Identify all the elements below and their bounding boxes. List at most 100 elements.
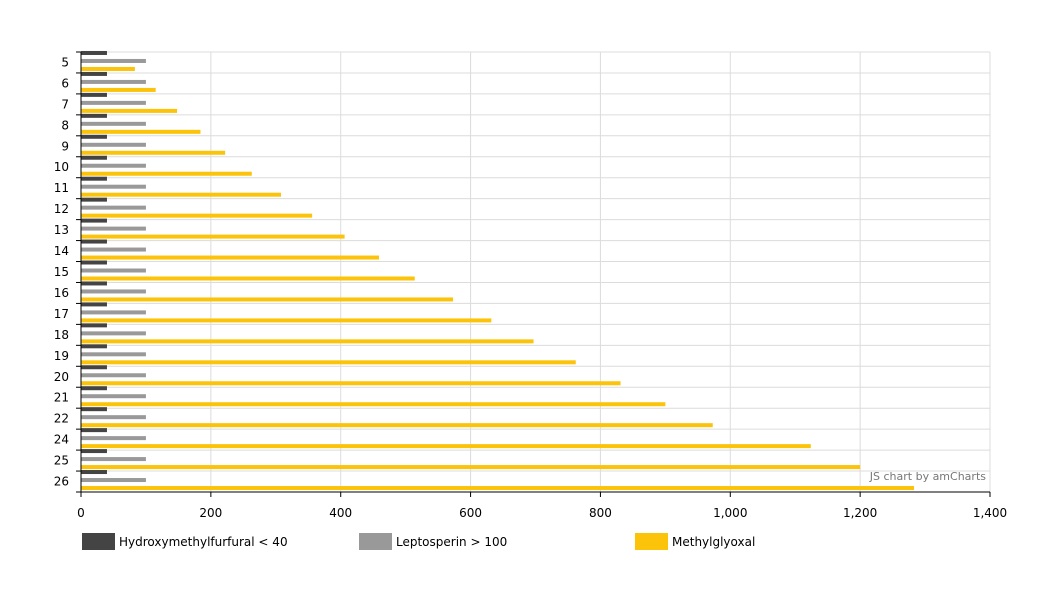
bar-methylglyoxal-14[interactable] — [81, 255, 380, 260]
bar-hmf-18[interactable] — [81, 323, 107, 328]
bar-leptosperin-16[interactable] — [81, 289, 146, 294]
y-tick-label: 13 — [54, 223, 69, 237]
bar-methylglyoxal-13[interactable] — [81, 234, 345, 239]
bar-leptosperin-25[interactable] — [81, 457, 146, 462]
legend-item-methylglyoxal[interactable]: Methylglyoxal — [635, 533, 755, 550]
legend-swatch — [359, 533, 392, 550]
y-tick-label: 5 — [61, 55, 69, 69]
bar-hmf-9[interactable] — [81, 134, 107, 139]
legend-swatch — [635, 533, 668, 550]
bar-leptosperin-20[interactable] — [81, 373, 146, 378]
y-tick-label: 21 — [54, 391, 69, 405]
bar-methylglyoxal-12[interactable] — [81, 213, 313, 218]
y-tick-label: 25 — [54, 454, 69, 468]
y-tick-label: 10 — [54, 160, 69, 174]
y-tick-label: 8 — [61, 118, 69, 132]
bar-leptosperin-10[interactable] — [81, 163, 146, 168]
bar-leptosperin-18[interactable] — [81, 331, 146, 336]
grid-lines — [80, 51, 991, 493]
bar-hmf-14[interactable] — [81, 239, 107, 244]
bar-leptosperin-5[interactable] — [81, 58, 146, 63]
bar-hmf-15[interactable] — [81, 260, 107, 265]
bar-hmf-10[interactable] — [81, 155, 107, 160]
bar-methylglyoxal-9[interactable] — [81, 150, 226, 155]
bar-methylglyoxal-15[interactable] — [81, 276, 415, 281]
bar-hmf-26[interactable] — [81, 470, 107, 475]
bar-hmf-22[interactable] — [81, 407, 107, 412]
y-tick-label: 9 — [61, 139, 69, 153]
legend: Hydroxymethylfurfural < 40 Leptosperin > … — [82, 533, 755, 550]
bar-leptosperin-8[interactable] — [81, 121, 146, 126]
bar-hmf-25[interactable] — [81, 449, 107, 454]
bar-methylglyoxal-24[interactable] — [81, 444, 811, 449]
legend-item-hmf[interactable]: Hydroxymethylfurfural < 40 — [82, 533, 288, 550]
y-axis-tick-labels: 5 6 7 8 9 10 11 12 13 14 15 16 17 18 19 20 21 22 24 25 26 — [54, 55, 69, 488]
y-tick-label: 26 — [54, 475, 69, 489]
bar-hmf-5[interactable] — [81, 50, 107, 55]
y-tick-label: 19 — [54, 349, 69, 363]
y-tick-label: 24 — [54, 433, 69, 447]
bar-methylglyoxal-25[interactable] — [81, 465, 861, 470]
bar-leptosperin-22[interactable] — [81, 415, 146, 420]
bars — [81, 50, 915, 491]
bar-leptosperin-6[interactable] — [81, 79, 146, 84]
bar-leptosperin-7[interactable] — [81, 100, 146, 105]
bar-methylglyoxal-8[interactable] — [81, 129, 201, 134]
bar-hmf-8[interactable] — [81, 113, 107, 118]
bar-methylglyoxal-17[interactable] — [81, 318, 492, 323]
bar-methylglyoxal-19[interactable] — [81, 360, 576, 365]
y-tick-label: 6 — [61, 76, 69, 90]
bar-leptosperin-11[interactable] — [81, 184, 146, 189]
bar-leptosperin-15[interactable] — [81, 268, 146, 273]
bar-methylglyoxal-20[interactable] — [81, 381, 621, 386]
bar-methylglyoxal-5[interactable] — [81, 66, 135, 71]
y-tick-label: 7 — [61, 97, 69, 111]
bar-hmf-11[interactable] — [81, 176, 107, 181]
bar-leptosperin-9[interactable] — [81, 142, 146, 147]
bar-methylglyoxal-21[interactable] — [81, 402, 666, 407]
x-tick-label: 1,200 — [843, 506, 877, 520]
bar-leptosperin-19[interactable] — [81, 352, 146, 357]
bar-leptosperin-17[interactable] — [81, 310, 146, 315]
x-axis-tick-labels: 0 200 400 600 800 1,000 1,200 1,400 — [77, 506, 1007, 520]
y-tick-label: 14 — [54, 244, 69, 258]
bar-hmf-21[interactable] — [81, 386, 107, 391]
bar-leptosperin-12[interactable] — [81, 205, 146, 210]
bar-hmf-19[interactable] — [81, 344, 107, 349]
bar-methylglyoxal-6[interactable] — [81, 87, 156, 92]
y-tick-label: 11 — [54, 181, 69, 195]
legend-item-leptosperin[interactable]: Leptosperin > 100 — [359, 533, 507, 550]
x-tick-label: 600 — [459, 506, 482, 520]
x-tick-label: 1,400 — [973, 506, 1007, 520]
bar-methylglyoxal-11[interactable] — [81, 192, 281, 197]
bar-methylglyoxal-26[interactable] — [81, 486, 915, 491]
bar-hmf-13[interactable] — [81, 218, 107, 223]
bar-hmf-6[interactable] — [81, 71, 107, 76]
bar-leptosperin-26[interactable] — [81, 478, 146, 483]
bar-hmf-12[interactable] — [81, 197, 107, 202]
axes — [76, 51, 991, 497]
bar-methylglyoxal-7[interactable] — [81, 108, 178, 113]
bar-hmf-20[interactable] — [81, 365, 107, 370]
bar-leptosperin-24[interactable] — [81, 436, 146, 441]
bar-leptosperin-14[interactable] — [81, 247, 146, 252]
bar-methylglyoxal-22[interactable] — [81, 423, 713, 428]
x-tick-label: 200 — [199, 506, 222, 520]
bar-leptosperin-21[interactable] — [81, 394, 146, 399]
y-tick-label: 18 — [54, 328, 69, 342]
bar-hmf-7[interactable] — [81, 92, 107, 97]
amcharts-credit-link[interactable]: JS chart by amCharts — [869, 470, 986, 483]
bar-methylglyoxal-18[interactable] — [81, 339, 534, 344]
bar-leptosperin-13[interactable] — [81, 226, 146, 231]
legend-swatch — [82, 533, 115, 550]
x-tick-label: 400 — [329, 506, 352, 520]
x-tick-label: 0 — [77, 506, 85, 520]
bar-hmf-24[interactable] — [81, 428, 107, 433]
y-tick-label: 17 — [54, 307, 69, 321]
bar-methylglyoxal-16[interactable] — [81, 297, 454, 302]
bar-hmf-17[interactable] — [81, 302, 107, 307]
y-tick-label: 12 — [54, 202, 69, 216]
bar-hmf-16[interactable] — [81, 281, 107, 286]
bar-methylglyoxal-10[interactable] — [81, 171, 252, 176]
